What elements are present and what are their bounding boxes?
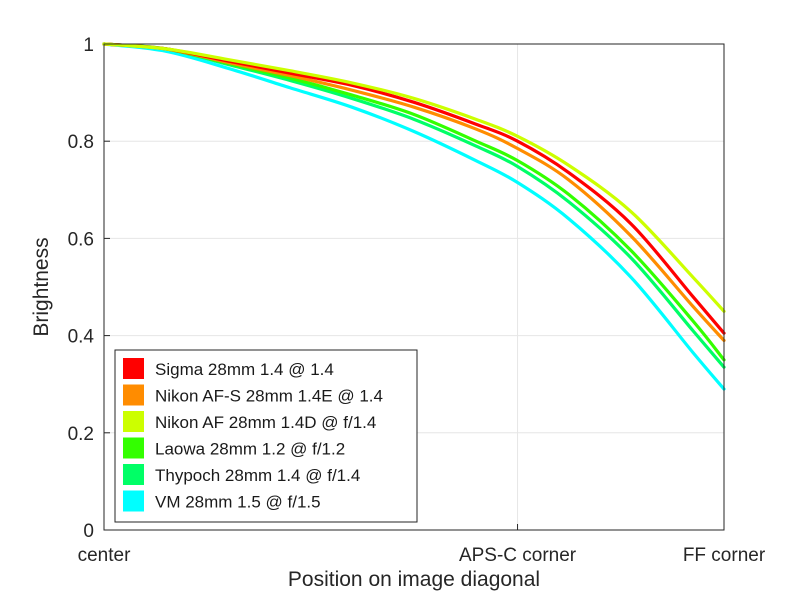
series-line bbox=[102, 42, 726, 391]
legend-label: Laowa 28mm 1.2 @ f/1.2 bbox=[155, 440, 345, 459]
y-tick-label: 0.2 bbox=[68, 424, 94, 445]
legend-swatch bbox=[123, 358, 144, 379]
y-tick-label: 0.6 bbox=[68, 229, 94, 250]
legend-label: Nikon AF-S 28mm 1.4E @ 1.4 bbox=[155, 387, 383, 406]
legend-label: Nikon AF 28mm 1.4D @ f/1.4 bbox=[155, 413, 376, 432]
plot-frame bbox=[103, 43, 725, 531]
y-tick-label: 1 bbox=[83, 35, 94, 56]
y-axis-label: Brightness bbox=[30, 237, 53, 336]
y-axis-ticks: 0 0.2 0.4 0.6 0.8 1 bbox=[68, 35, 110, 542]
series-line bbox=[102, 42, 726, 313]
legend-label: Sigma 28mm 1.4 @ 1.4 bbox=[155, 360, 334, 379]
x-axis-ticks: center APS-C corner FF corner bbox=[78, 524, 766, 566]
legend-box bbox=[114, 349, 418, 523]
legend-swatch bbox=[123, 384, 144, 406]
data-series bbox=[102, 42, 726, 391]
x-tick-label: FF corner bbox=[683, 545, 766, 566]
legend-label: VM 28mm 1.5 @ f/1.5 bbox=[155, 493, 321, 512]
legend-label: Thypoch 28mm 1.4 @ f/1.4 bbox=[155, 466, 360, 485]
y-tick-label: 0 bbox=[83, 521, 94, 542]
x-tick-label: center bbox=[78, 545, 131, 566]
x-axis-label: Position on image diagonal bbox=[288, 568, 540, 591]
legend-swatch bbox=[123, 411, 144, 432]
legend-swatch bbox=[123, 464, 144, 485]
y-tick-label: 0.4 bbox=[68, 327, 95, 348]
y-tick-label: 0.8 bbox=[68, 132, 94, 153]
legend-swatch bbox=[123, 437, 144, 459]
legend: Sigma 28mm 1.4 @ 1.4 Nikon AF-S 28mm 1.4E… bbox=[114, 349, 418, 523]
x-tick-label: APS-C corner bbox=[459, 545, 577, 566]
legend-swatch bbox=[123, 490, 144, 512]
